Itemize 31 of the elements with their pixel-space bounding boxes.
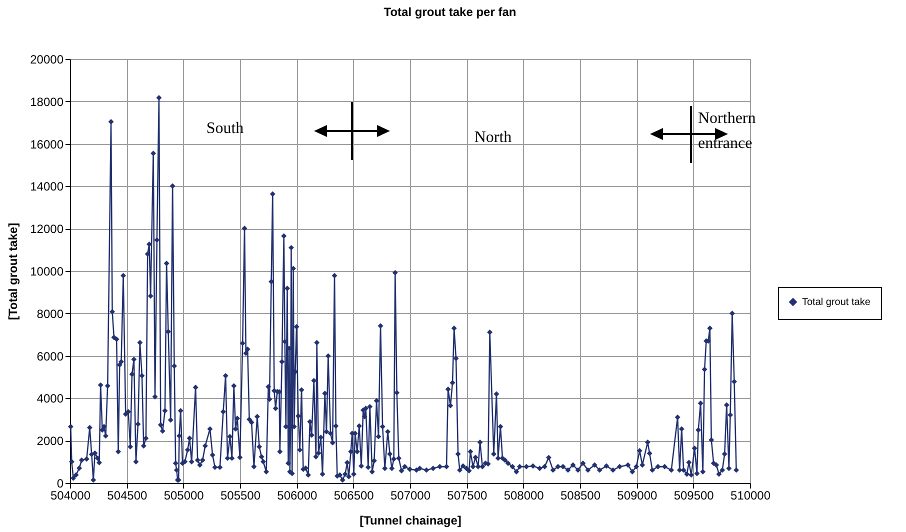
x-tick-label: 509000	[617, 488, 658, 502]
x-tick-label: 505500	[220, 488, 261, 502]
x-axis-title: [Tunnel chainage]	[360, 514, 462, 528]
legend-label: Total grout take	[802, 297, 871, 308]
y-tick-label: 20000	[30, 52, 64, 66]
x-tick-label: 507000	[390, 488, 431, 502]
y-tick-label: 12000	[30, 222, 64, 236]
y-tick-label: 14000	[30, 180, 64, 194]
y-tick-label: 2000	[36, 434, 64, 448]
y-tick-label: 10000	[30, 264, 64, 278]
annotation: South	[206, 120, 244, 137]
annotation: North	[474, 129, 512, 146]
x-tick-label: 509500	[674, 488, 714, 502]
y-tick-label: 4000	[36, 392, 64, 406]
x-tick-label: 505000	[164, 488, 204, 502]
y-tick-label: 8000	[36, 306, 64, 321]
y-tick-label: 0	[56, 476, 64, 490]
annotation: Northern entrance	[698, 110, 756, 152]
x-tick-label: 508000	[504, 488, 544, 502]
x-tick-label: 510000	[730, 488, 771, 502]
y-axis-title: [Total grout take]	[6, 222, 20, 320]
x-tick-label: 508500	[560, 488, 601, 502]
x-tick-label: 504500	[107, 488, 148, 502]
y-tick-label: 18000	[30, 94, 64, 109]
chart-title: Total grout take per fan	[384, 5, 516, 19]
x-tick-label: 507500	[447, 488, 488, 502]
x-tick-label: 506000	[277, 488, 318, 502]
x-tick-label: 506500	[334, 488, 374, 502]
y-tick-label: 6000	[36, 349, 64, 364]
x-tick-label: 504000	[50, 488, 91, 502]
y-tick-label: 16000	[30, 137, 64, 152]
